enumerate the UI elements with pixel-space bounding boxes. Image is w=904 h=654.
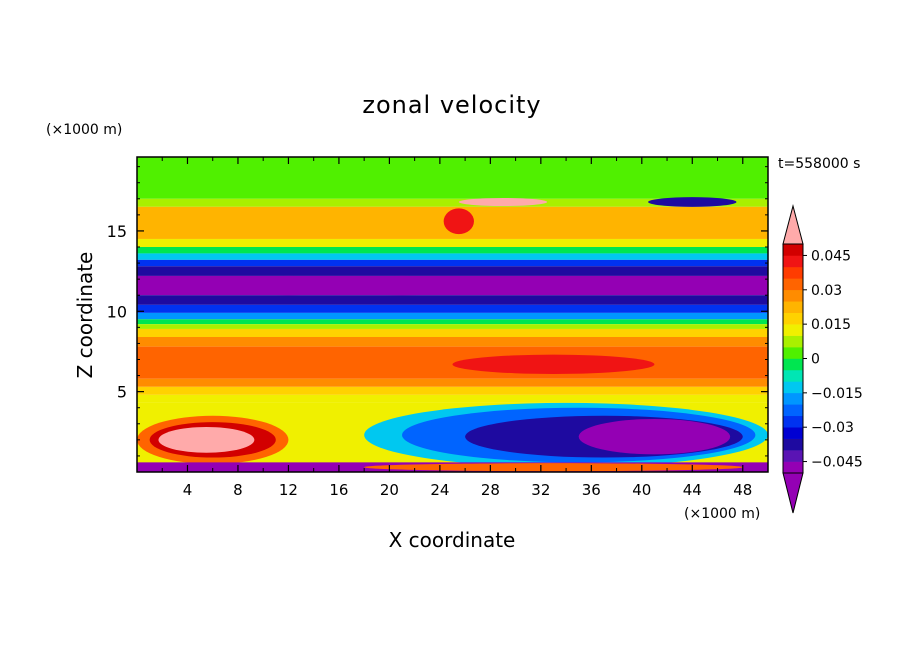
colorbar: 0.045 0.03 0.015 0 −0.015 −0.03 −0.045 [782, 204, 863, 514]
contour-band-16 [137, 337, 768, 347]
colorbar-swatch-17 [783, 266, 803, 279]
x-tick-label-24: 24 [430, 481, 449, 499]
colorbar-label-1: 0.03 [811, 283, 842, 299]
colorbar-swatch-1 [783, 450, 803, 462]
contour-band-20 [137, 394, 768, 403]
x-tick-label-12: 12 [279, 481, 298, 499]
colorbar-swatch-6 [783, 392, 803, 405]
colorbar-under-arrow [782, 472, 804, 514]
contour-cell-22 [225, 275, 352, 296]
contour-cell-32 [458, 197, 548, 207]
contour-band-8 [137, 266, 768, 276]
contour-band-5 [137, 247, 768, 254]
contour-band-13 [137, 319, 768, 325]
contour-band-2 [137, 198, 768, 207]
y-axis-label: Z coordinate [73, 252, 97, 379]
colorbar-swatch-16 [783, 278, 803, 291]
colorbar-swatch-9 [783, 358, 803, 371]
colorbar-swatch-12 [783, 324, 803, 336]
y-tick-label-5: 5 [117, 383, 127, 402]
contour-band-0 [137, 157, 768, 180]
colorbar-swatch-0 [783, 461, 803, 474]
contour-field [137, 157, 768, 472]
colorbar-swatch-13 [783, 312, 803, 325]
contour-band-1 [137, 179, 768, 199]
colorbar-label-3: 0 [811, 352, 820, 368]
x-axis-unit: (×1000 m) [684, 506, 760, 522]
colorbar-swatch-19 [783, 244, 803, 256]
colorbar-swatch-11 [783, 335, 803, 348]
colorbar-label-2: 0.015 [811, 317, 851, 333]
contour-band-15 [137, 328, 768, 337]
y-tick-label-10: 10 [107, 302, 127, 321]
contour-band-10 [137, 295, 768, 305]
x-tick-label-8: 8 [233, 481, 243, 499]
y-axis-ticks: 5 10 15 [107, 166, 768, 457]
x-tick-label-4: 4 [183, 481, 193, 499]
colorbar-label-4: −0.015 [811, 386, 863, 402]
colorbar-swatch-8 [783, 369, 803, 382]
colorbar-swatch-4 [783, 415, 803, 428]
contour-band-6 [137, 253, 768, 260]
contour-band-14 [137, 324, 768, 329]
colorbar-label-0: 0.045 [811, 248, 851, 264]
colorbar-swatch-3 [783, 427, 803, 439]
contour-band-4 [137, 238, 768, 247]
contour-band-12 [137, 312, 768, 320]
x-tick-label-48: 48 [733, 481, 752, 499]
x-axis-label: X coordinate [389, 528, 516, 552]
colorbar-swatch-5 [783, 404, 803, 417]
colorbar-swatch-14 [783, 301, 803, 313]
x-tick-label-40: 40 [632, 481, 651, 499]
x-tick-label-28: 28 [481, 481, 500, 499]
contour-cell-24 [452, 354, 655, 374]
x-tick-label-16: 16 [329, 481, 348, 499]
contour-cell-31 [158, 427, 255, 453]
colorbar-swatch-18 [783, 255, 803, 268]
colorbar-swatch-10 [783, 347, 803, 359]
colorbar-swatch-15 [783, 289, 803, 302]
contour-band-7 [137, 259, 768, 267]
colorbar-label-6: −0.045 [811, 455, 863, 471]
y-axis-unit: (×1000 m) [46, 122, 122, 138]
colorbar-label-5: −0.03 [811, 420, 854, 436]
x-tick-label-36: 36 [582, 481, 601, 499]
y-tick-label-15: 15 [107, 222, 127, 241]
contour-cell-28 [578, 418, 731, 455]
time-label: t=558000 s [778, 156, 860, 172]
colorbar-swatch-2 [783, 438, 803, 451]
colorbar-swatch-7 [783, 381, 803, 394]
x-tick-label-32: 32 [531, 481, 550, 499]
x-tick-label-20: 20 [380, 481, 399, 499]
x-axis-ticks: 4 8 12 16 20 24 28 32 36 40 44 48 [161, 157, 752, 499]
x-tick-label-44: 44 [683, 481, 702, 499]
contour-cell-33 [648, 197, 737, 207]
contour-cell-36 [364, 463, 743, 472]
contour-band-18 [137, 378, 768, 387]
contour-band-19 [137, 386, 768, 395]
colorbar-over-arrow [782, 204, 804, 245]
contour-band-11 [137, 304, 768, 313]
contour-band-17 [137, 346, 768, 379]
contour-cell-23 [313, 275, 491, 296]
chart-title: zonal velocity [362, 91, 541, 119]
plot-frame [136, 156, 769, 473]
contour-cell-34 [443, 208, 474, 235]
